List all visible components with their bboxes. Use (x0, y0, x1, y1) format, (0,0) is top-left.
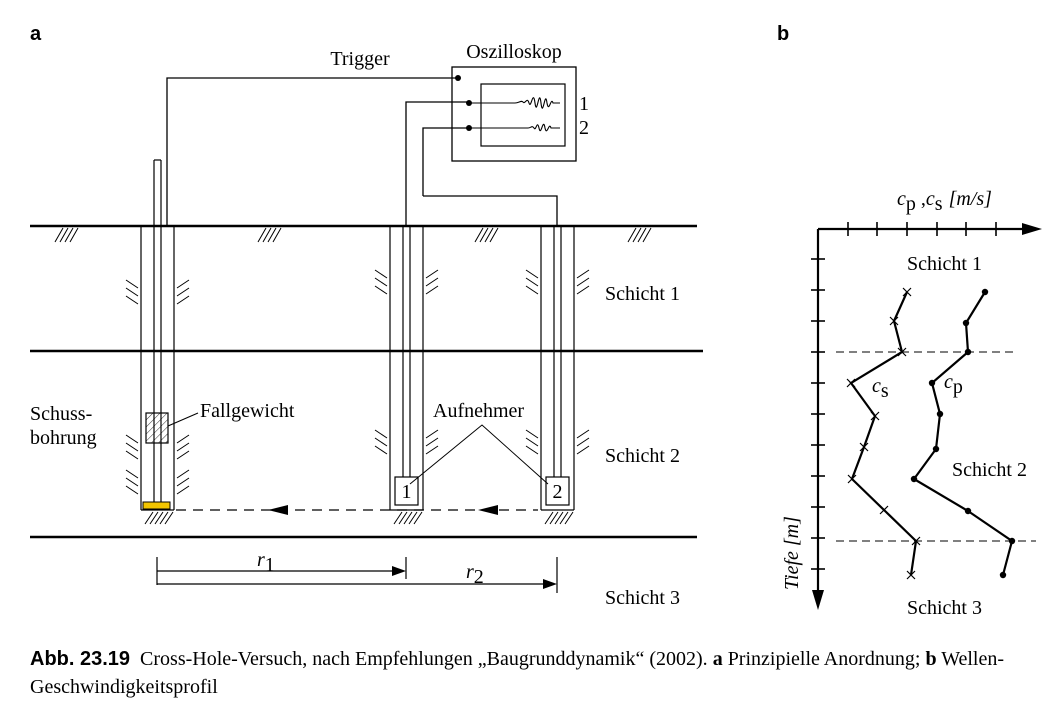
cp-curve-label: cp (944, 371, 963, 398)
shot-hole-label-1: Schuss- (30, 403, 92, 425)
cs-curve-label: cs (872, 375, 889, 402)
layer-1-label-a: Schicht 1 (605, 283, 680, 305)
receiver-borehole-1 (389, 226, 424, 511)
layer-1-label-b: Schicht 1 (907, 253, 982, 275)
cp-markers (910, 288, 1016, 579)
depth-axis-label: Tiefe [m] (781, 516, 803, 590)
layer-3-label-a: Schicht 3 (605, 587, 680, 609)
receivers-leaders (409, 424, 549, 485)
receiver-2-box (545, 476, 570, 506)
depth-axis-arrow (812, 590, 824, 610)
shot-hole-label-2: bohrung (30, 427, 97, 449)
caption-text-3: Wellen-Geschwindigkeitsprofil (30, 648, 1005, 698)
caption-text-1: Cross-Hole-Versuch, nach Empfehlungen „B… (140, 648, 708, 670)
trigger-label: Trigger (330, 48, 390, 70)
trace-2 (469, 123, 560, 132)
caption-number: Abb. 23.19 (30, 648, 131, 670)
borehole-wall-hatch (125, 269, 590, 495)
drop-weight (145, 412, 169, 444)
shot-borehole (140, 159, 175, 511)
oscilloscope-screen (480, 83, 566, 147)
cs-markers (846, 287, 921, 580)
oscilloscope-label: Oszilloskop (466, 41, 562, 63)
caption-bold-a: a (712, 648, 723, 670)
receiver-1-number: 1 (402, 481, 412, 503)
cable-connectors (455, 75, 472, 131)
caption-bold-b: b (925, 648, 937, 670)
channel-1-label: 1 (579, 93, 589, 115)
r1-arrow (392, 566, 406, 576)
wave-arrow-1 (268, 505, 288, 515)
receiver-borehole-2 (540, 226, 575, 511)
r2-label: r2 (466, 561, 484, 588)
receiver-2-number: 2 (553, 481, 563, 503)
wave-arrow-2 (478, 505, 498, 515)
panel-a-letter: a (30, 23, 42, 45)
surface-hatch-marks (54, 227, 652, 243)
cp-curve (912, 291, 1014, 576)
velocity-axis-arrow (1022, 223, 1042, 235)
receiver-1-box (394, 476, 419, 506)
distance-lines (156, 557, 558, 593)
drop-weight-leader (167, 412, 199, 427)
channel-2-label: 2 (579, 117, 589, 139)
layer-2-label-b: Schicht 2 (952, 459, 1027, 481)
panel-b-letter: b (777, 23, 789, 45)
velocity-axis-ticks (847, 222, 997, 236)
drop-weight-label: Fallgewicht (200, 400, 295, 422)
velocity-axis-label: cp ,cs [m/s] (897, 188, 992, 215)
cables (166, 77, 558, 226)
layer-2-label-a: Schicht 2 (605, 445, 680, 467)
trace-1 (469, 97, 560, 109)
caption-text-2: Prinzipielle Anordnung; (727, 648, 921, 670)
depth-axis-ticks (811, 258, 825, 570)
figure-caption: Abb. 23.19 Cross-Hole-Versuch, nach Empf… (30, 645, 1040, 701)
cs-curve (849, 291, 918, 576)
layer-3-label-b: Schicht 3 (907, 597, 982, 619)
receivers-label: Aufnehmer (433, 400, 524, 422)
r2-arrow (543, 579, 557, 589)
borehole-bottom-hatch (144, 511, 574, 525)
r1-label: r1 (257, 549, 275, 576)
drop-weight-base (142, 501, 171, 510)
